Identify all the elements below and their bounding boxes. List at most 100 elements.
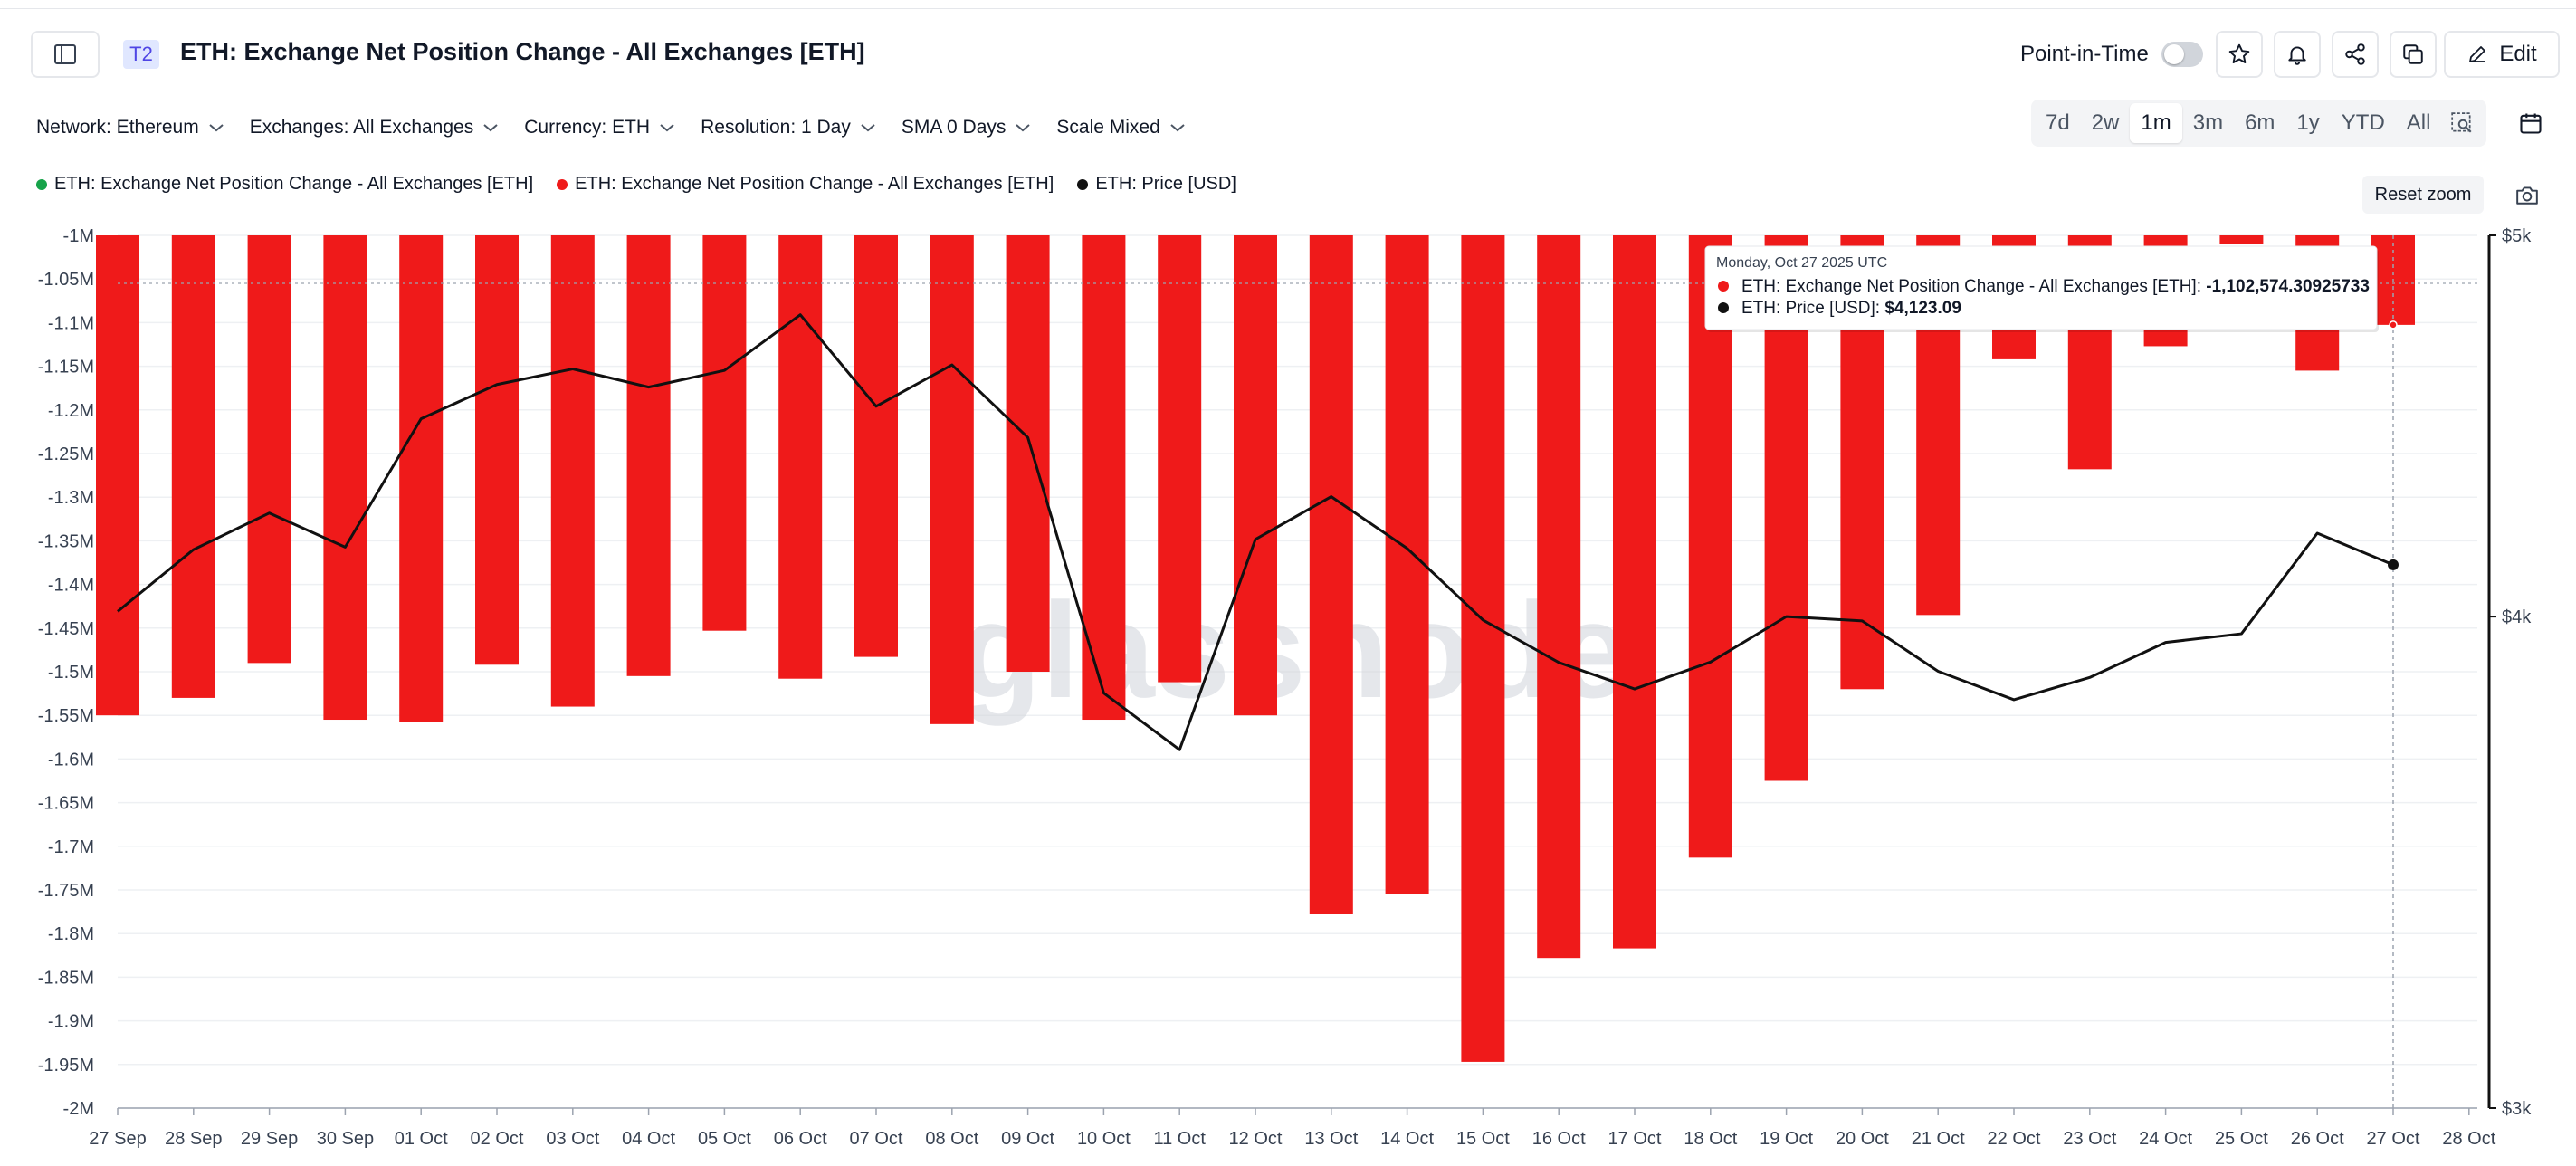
alert-button[interactable]	[2274, 31, 2321, 78]
tooltip-dot	[1718, 302, 1729, 313]
share-icon	[2345, 43, 2365, 65]
range-2w[interactable]: 2w	[2091, 110, 2120, 135]
x-tick-label: 03 Oct	[546, 1129, 599, 1149]
bell-icon	[2288, 46, 2306, 65]
x-tick-label: 01 Oct	[395, 1129, 448, 1149]
sidebar-icon	[54, 44, 76, 64]
range-7d[interactable]: 7d	[2046, 110, 2070, 135]
x-tick-label: 11 Oct	[1153, 1129, 1206, 1149]
bar-16-oct	[1537, 235, 1581, 959]
right-tick-label: $3k	[2502, 1099, 2532, 1119]
x-tick-label: 14 Oct	[1380, 1129, 1434, 1149]
y-tick-label: -1.6M	[48, 750, 94, 769]
scale-filter[interactable]: Scale Mixed	[1056, 113, 1185, 142]
x-tick-label: 22 Oct	[1988, 1129, 2041, 1149]
zoom-area-icon	[2451, 112, 2472, 133]
x-tick-label: 02 Oct	[471, 1129, 524, 1149]
bar-hover-point	[2389, 320, 2398, 330]
chevron-down-icon	[1170, 124, 1185, 132]
exchanges-filter[interactable]: Exchanges: All Exchanges	[250, 113, 500, 142]
range-6m[interactable]: 6m	[2245, 110, 2275, 135]
bar-11-oct	[1158, 235, 1202, 683]
bar-29-sep	[247, 235, 291, 664]
chevron-down-icon	[209, 124, 224, 132]
x-tick-label: 04 Oct	[622, 1129, 675, 1149]
y-tick-label: -1.4M	[48, 576, 94, 596]
camera-icon	[2516, 186, 2538, 205]
y-tick-label: -1.15M	[38, 358, 94, 378]
chart-canvas[interactable]: -1M -1.05M -1.1M -1.15M -1.2M -1.25M -1.3M -1.3…	[0, 217, 2576, 1166]
edit-button[interactable]: Edit	[2444, 31, 2560, 78]
x-tick-label: 10 Oct	[1077, 1129, 1131, 1149]
x-tick-label: 26 Oct	[2291, 1129, 2344, 1149]
y-tick-label: -1.65M	[38, 794, 94, 814]
network-filter[interactable]: Network: Ethereum	[36, 113, 224, 142]
reset-zoom-button[interactable]: Reset zoom	[2362, 176, 2484, 214]
resolution-filter[interactable]: Resolution: 1 Day	[701, 113, 876, 142]
filter-label: Scale Mixed	[1056, 117, 1160, 138]
right-tick-label: $5k	[2502, 226, 2532, 246]
y-tick-label: -1M	[63, 226, 94, 246]
chevron-down-icon	[861, 124, 875, 132]
bar-03-oct	[550, 235, 595, 707]
chart-legend: ETH: Exchange Net Position Change - All …	[36, 174, 1236, 195]
legend-dot	[36, 178, 47, 190]
date-picker-button[interactable]	[2513, 105, 2549, 141]
time-range-selector: 7d 2w 1m 3m 6m 1y YTD All	[2031, 100, 2487, 147]
copy-icon	[2403, 44, 2423, 64]
x-tick-label: 19 Oct	[1760, 1129, 1813, 1149]
zoom-select-button[interactable]	[2441, 103, 2483, 143]
range-3m[interactable]: 3m	[2192, 110, 2224, 135]
y-tick-label: -1.75M	[38, 881, 94, 901]
filter-bar: Network: Ethereum Exchanges: All Exchang…	[36, 113, 1186, 142]
duplicate-button[interactable]	[2390, 31, 2437, 78]
bar-25-oct	[2219, 235, 2264, 244]
favorite-button[interactable]	[2216, 31, 2263, 78]
legend-item-net-position-green[interactable]: ETH: Exchange Net Position Change - All …	[36, 174, 533, 195]
price-hover-point	[2388, 559, 2399, 570]
bar-14-oct	[1385, 235, 1429, 894]
tooltip-date: Monday, Oct 27 2025 UTC	[1716, 255, 1887, 271]
x-tick-label: 25 Oct	[2215, 1129, 2268, 1149]
range-all[interactable]: All	[2406, 110, 2431, 135]
star-icon	[2228, 43, 2250, 63]
bar-12-oct	[1234, 235, 1277, 716]
x-tick-label: 30 Sep	[317, 1129, 374, 1149]
calendar-icon	[2520, 113, 2542, 134]
legend-dot	[557, 178, 568, 190]
bar-05-oct	[702, 235, 747, 631]
x-tick-label: 29 Sep	[241, 1129, 298, 1149]
legend-label: ETH: Exchange Net Position Change - All …	[54, 174, 534, 194]
y-tick-label: -1.3M	[48, 488, 94, 508]
legend-item-price[interactable]: ETH: Price [USD]	[1077, 174, 1236, 195]
point-in-time-toggle[interactable]	[2161, 42, 2203, 67]
bar-10-oct	[1082, 235, 1126, 721]
x-tick-label: 17 Oct	[1608, 1129, 1662, 1149]
tooltip-value: -1,102,574.30925733	[2206, 277, 2370, 296]
range-1m[interactable]: 1m	[2130, 103, 2182, 143]
bar-01-oct	[399, 235, 444, 722]
filter-label: Resolution: 1 Day	[701, 117, 851, 138]
y-tick-label: -1.55M	[38, 706, 94, 726]
bar-04-oct	[626, 235, 671, 676]
range-1y[interactable]: 1y	[2296, 110, 2320, 135]
share-button[interactable]	[2332, 31, 2379, 78]
bar-15-oct	[1461, 235, 1505, 1062]
legend-item-net-position-red[interactable]: ETH: Exchange Net Position Change - All …	[557, 174, 1054, 195]
watermark: glassnode	[959, 574, 1630, 726]
currency-filter[interactable]: Currency: ETH	[524, 113, 675, 142]
filter-label: SMA 0 Days	[901, 117, 1007, 138]
bar-06-oct	[778, 235, 823, 679]
bar-13-oct	[1309, 235, 1353, 914]
y-tick-label: -1.25M	[38, 444, 94, 464]
x-tick-label: 15 Oct	[1456, 1129, 1510, 1149]
screenshot-button[interactable]	[2509, 177, 2545, 212]
pencil-icon	[2469, 46, 2486, 62]
legend-label: ETH: Exchange Net Position Change - All …	[575, 174, 1054, 194]
range-ytd[interactable]: YTD	[2341, 110, 2385, 135]
y-tick-label: -1.45M	[38, 619, 94, 639]
legend-dot	[1077, 178, 1089, 190]
bar-08-oct	[930, 235, 974, 724]
sma-filter[interactable]: SMA 0 Days	[902, 113, 1032, 142]
sidebar-toggle-button[interactable]	[31, 31, 100, 78]
